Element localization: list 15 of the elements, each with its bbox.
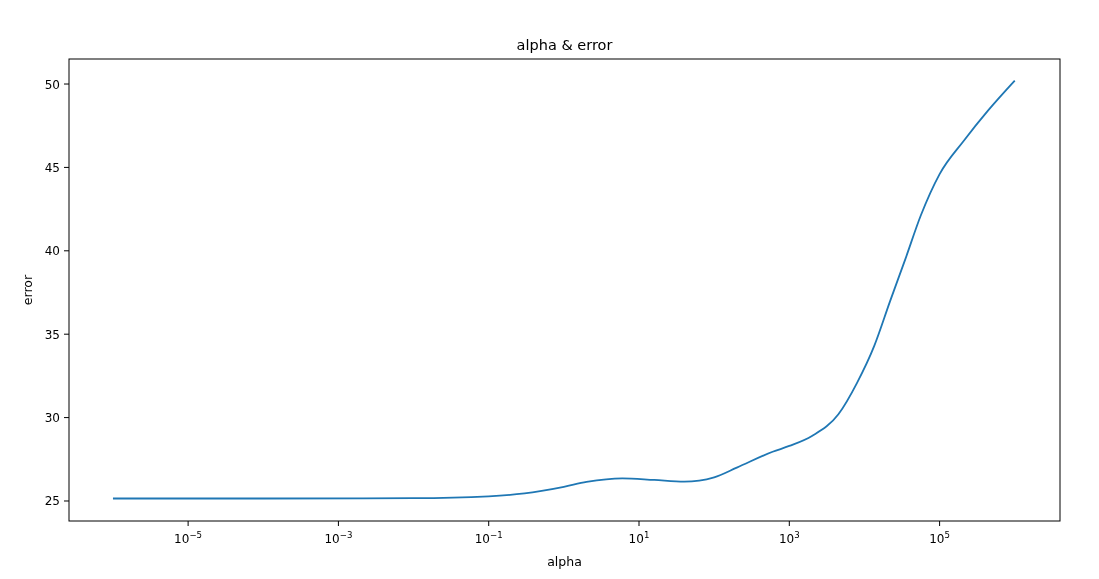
y-axis-title: error [20,274,35,306]
x-tick-label: 10$^{1}$ [628,530,650,546]
x-axis-title: alpha [547,554,582,569]
y-tick-label: 25 [44,494,60,509]
y-tick-label: 45 [44,160,60,175]
y-tick-label: 30 [44,411,60,426]
x-tick-label: 10$^{−5}$ [174,530,203,546]
x-tick-label: 10$^{−3}$ [324,530,353,546]
x-tick-label: 10$^{5}$ [929,530,950,546]
y-tick-label: 50 [44,77,60,92]
y-tick-label: 35 [44,327,60,342]
x-tick-label: 10$^{3}$ [778,530,800,546]
chart-title: alpha & error [516,37,613,53]
x-tick-label: 10$^{−1}$ [474,530,503,546]
y-tick-label: 40 [44,244,60,259]
